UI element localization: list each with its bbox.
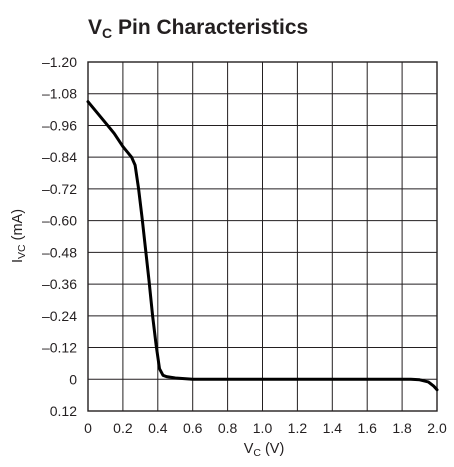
y-tick-labels: –1.20 –1.08 –0.96 –0.84 –0.72 –0.60 –0.48 –0.36…: [42, 54, 77, 419]
y-tick-label: 0: [69, 371, 77, 387]
y-tick-label: –1.20: [42, 54, 77, 70]
x-axis-label-main: V: [244, 441, 254, 457]
plot-frame: [87, 61, 438, 412]
y-axis-label-main: I: [10, 259, 26, 263]
y-axis-label-rest: (mA): [10, 209, 26, 244]
grid-lines: [88, 62, 437, 411]
x-axis-label-rest: (V): [261, 441, 284, 457]
y-axis-label-subscript: VC: [16, 244, 28, 259]
chart-title: VC Pin Characteristics: [88, 16, 308, 41]
x-tick-label: 2.0: [427, 420, 447, 436]
y-tick-label: –0.36: [42, 276, 77, 292]
x-tick-label: 1.4: [323, 420, 343, 436]
x-tick-label: 1.8: [392, 420, 412, 436]
y-tick-label: –0.48: [42, 244, 77, 260]
series-line: [86, 100, 439, 392]
series-group: [86, 100, 439, 392]
x-axis-label: VC (V): [244, 441, 285, 459]
y-axis-label: IVC (mA): [10, 209, 28, 263]
x-tick-label: 1.0: [253, 420, 273, 436]
x-tick-label: 0.8: [218, 420, 238, 436]
chart-title-main: V: [88, 16, 102, 39]
x-tick-label: 0: [84, 420, 92, 436]
x-tick-label: 0.2: [113, 420, 133, 436]
y-tick-label: –0.12: [42, 340, 77, 356]
x-tick-labels: 0 0.2 0.4 0.6 0.8 1.0 1.2 1.4 1.6 1.8 2.0: [84, 420, 447, 436]
chart-title-subscript: C: [102, 25, 112, 41]
chart-title-rest: Pin Characteristics: [112, 16, 308, 39]
y-tick-label: –0.60: [42, 213, 77, 229]
x-tick-label: 0.4: [148, 420, 168, 436]
y-tick-label: 0.12: [50, 403, 77, 419]
y-tick-label: –0.96: [42, 117, 77, 133]
y-tick-label: –1.08: [42, 86, 77, 102]
y-tick-label: –0.24: [42, 308, 77, 324]
x-tick-label: 0.6: [183, 420, 203, 436]
x-axis-label-subscript: C: [253, 447, 261, 459]
y-tick-label: –0.84: [42, 149, 77, 165]
x-tick-label: 1.2: [288, 420, 308, 436]
x-tick-label: 1.6: [357, 420, 377, 436]
y-tick-label: –0.72: [42, 181, 77, 197]
